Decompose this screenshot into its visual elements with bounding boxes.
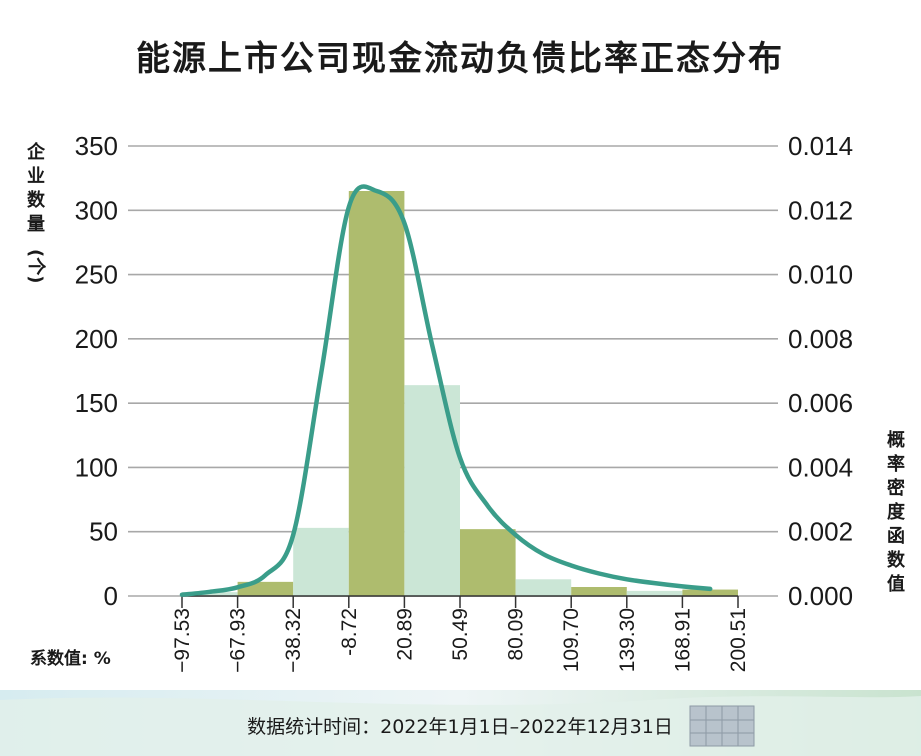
y-tick-label: 50: [89, 517, 118, 547]
x-unit-label: 系数值: %: [30, 648, 111, 669]
y2-tick-label: 0.000: [788, 581, 853, 611]
x-tick-label: 80.09: [505, 608, 528, 661]
y2-tick-label: 0.006: [788, 388, 853, 418]
solar-panel-icon: [689, 705, 755, 747]
x-tick-label: 20.89: [393, 608, 416, 661]
y-tick-label: 150: [75, 388, 118, 418]
histogram-bar: [682, 589, 738, 596]
chart-title: 能源上市公司现金流动负债比率正态分布: [136, 39, 784, 79]
y-axis-label-char: 数: [27, 189, 46, 211]
y-axis-label-char: 业: [27, 166, 45, 187]
y-tick-label: 350: [75, 131, 118, 161]
histogram-bar: [460, 529, 516, 596]
y-tick-label: 0: [104, 581, 118, 611]
y2-axis-label-char: 数: [887, 549, 906, 571]
x-tick-label: −67.93: [227, 608, 250, 673]
y2-axis-label-char: 度: [887, 501, 906, 523]
x-tick-label: 109.70: [560, 608, 583, 672]
x-tick-label: 50.49: [449, 608, 472, 661]
y2-tick-label: 0.010: [788, 260, 853, 290]
y-tick-label: 300: [75, 195, 118, 225]
histogram-bar: [293, 527, 349, 596]
x-tick-label: −38.32: [282, 608, 305, 673]
x-tick-label: 168.91: [671, 608, 694, 672]
y2-axis-label-char: 密: [887, 477, 905, 499]
axes: [181, 595, 739, 608]
y2-axis-label-char: 值: [887, 573, 905, 595]
density-curve: [179, 184, 713, 597]
histogram-bar: [571, 587, 627, 596]
x-tick-label: -8.72: [338, 608, 361, 656]
y2-axis-ticks: 0.000 0.002 0.004 0.006 0.008 0.010 0.012 0.014: [788, 131, 853, 611]
footer-note: 数据统计时间：2022年1月1日–2022年12月31日: [247, 716, 673, 738]
bars: [182, 191, 738, 596]
x-tick-label: −97.53: [171, 608, 194, 673]
y2-tick-label: 0.002: [788, 517, 853, 547]
y2-tick-label: 0.012: [788, 195, 853, 225]
x-axis-ticks: −97.53 −67.93 −38.32 -8.72 20.89 50.49 80.09 10…: [171, 608, 750, 673]
y2-tick-label: 0.008: [788, 324, 853, 354]
y-tick-label: 250: [75, 260, 118, 290]
y2-tick-label: 0.014: [788, 131, 853, 161]
x-tick-label: 200.51: [727, 608, 750, 672]
y-axis-label-char: 企: [26, 141, 46, 163]
y-axis-label-unit: (个): [25, 249, 47, 283]
y-tick-label: 200: [75, 324, 118, 354]
y2-axis-label-char: 率: [887, 453, 905, 475]
histogram-bar: [404, 385, 460, 596]
y-axis-label-char: 量: [27, 213, 45, 235]
y-axis-ticks: 0 50 100 150 200 250 300 350: [75, 131, 118, 611]
x-tick-label: 139.30: [616, 608, 639, 672]
y2-axis-label-char: 函: [887, 526, 905, 547]
histogram-bar: [515, 579, 572, 596]
density-curve-line: [179, 184, 713, 597]
y2-axis-label-char: 概: [887, 429, 905, 451]
histogram-bar: [626, 590, 683, 596]
histogram-bar: [348, 191, 405, 596]
y2-tick-label: 0.004: [788, 452, 853, 482]
y-tick-label: 100: [75, 452, 118, 482]
